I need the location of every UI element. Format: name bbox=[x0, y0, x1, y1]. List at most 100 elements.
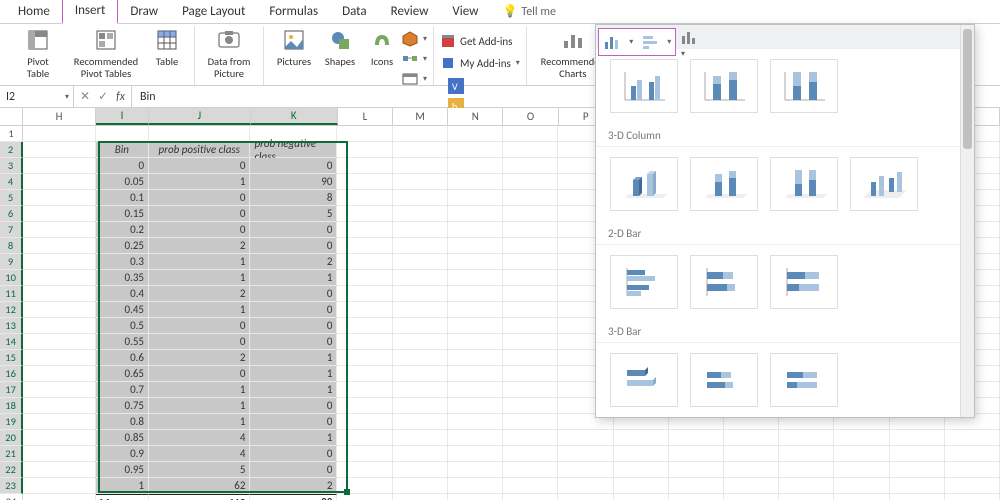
name-box[interactable]: I2 bbox=[0, 86, 74, 107]
cell-O18[interactable] bbox=[503, 398, 558, 414]
cell-M11[interactable] bbox=[393, 286, 448, 302]
cell-O20[interactable] bbox=[503, 430, 558, 446]
cell-J5[interactable]: 0 bbox=[149, 190, 250, 206]
cell-L16[interactable] bbox=[337, 366, 392, 382]
cell-L20[interactable] bbox=[337, 430, 392, 446]
cell-K17[interactable]: 1 bbox=[250, 382, 337, 398]
cell-K5[interactable]: 8 bbox=[250, 190, 337, 206]
cell-K4[interactable]: 90 bbox=[250, 174, 337, 190]
cell-L17[interactable] bbox=[337, 382, 392, 398]
cell-P24[interactable] bbox=[558, 494, 613, 500]
cell-H7[interactable] bbox=[23, 222, 96, 238]
cell-N4[interactable] bbox=[448, 174, 503, 190]
cell-P23[interactable] bbox=[558, 478, 613, 494]
row-header-18[interactable]: 18 bbox=[0, 398, 23, 414]
cell-M6[interactable] bbox=[393, 206, 448, 222]
row-header-19[interactable]: 19 bbox=[0, 414, 23, 430]
cell-L22[interactable] bbox=[337, 462, 392, 478]
cell-H19[interactable] bbox=[23, 414, 96, 430]
row-header-2[interactable]: 2 bbox=[0, 142, 23, 158]
tell-me[interactable]: 💡 Tell me bbox=[490, 0, 567, 23]
cell-H15[interactable] bbox=[23, 350, 96, 366]
cell-N20[interactable] bbox=[448, 430, 503, 446]
cell-M19[interactable] bbox=[393, 414, 448, 430]
cell-L15[interactable] bbox=[337, 350, 392, 366]
cell-K2[interactable]: prob negative class bbox=[250, 142, 337, 158]
cell-H5[interactable] bbox=[23, 190, 96, 206]
cell-K24[interactable]: 88 bbox=[250, 494, 337, 500]
cell-O3[interactable] bbox=[503, 158, 558, 174]
cell-M3[interactable] bbox=[393, 158, 448, 174]
pictures-button[interactable]: Pictures bbox=[270, 26, 318, 85]
cell-H11[interactable] bbox=[23, 286, 96, 302]
cell-I24[interactable]: More bbox=[96, 494, 149, 500]
cell-I12[interactable]: 0.45 bbox=[96, 302, 149, 318]
cell-L2[interactable] bbox=[337, 142, 392, 158]
cell-I6[interactable]: 0.15 bbox=[96, 206, 149, 222]
cell-I9[interactable]: 0.3 bbox=[96, 254, 149, 270]
tab-view[interactable]: View bbox=[440, 0, 490, 23]
cell-O23[interactable] bbox=[503, 478, 558, 494]
cell-K9[interactable]: 2 bbox=[250, 254, 337, 270]
cell-L18[interactable] bbox=[337, 398, 392, 414]
cell-J23[interactable]: 62 bbox=[149, 478, 250, 494]
cell-J13[interactable]: 0 bbox=[149, 318, 250, 334]
cell-H3[interactable] bbox=[23, 158, 96, 174]
cell-N10[interactable] bbox=[448, 270, 503, 286]
data-from-picture-button[interactable]: Data from Picture bbox=[201, 26, 257, 79]
clustered-3d-bar-thumb[interactable] bbox=[610, 353, 678, 407]
cell-H17[interactable] bbox=[23, 382, 96, 398]
cell-M4[interactable] bbox=[393, 174, 448, 190]
cell-L7[interactable] bbox=[337, 222, 392, 238]
row-header-17[interactable]: 17 bbox=[0, 382, 23, 398]
cell-K8[interactable]: 0 bbox=[250, 238, 337, 254]
cell-N9[interactable] bbox=[448, 254, 503, 270]
tab-review[interactable]: Review bbox=[379, 0, 441, 23]
cell-J12[interactable]: 1 bbox=[149, 302, 250, 318]
cell-O24[interactable] bbox=[503, 494, 558, 500]
cell-N24[interactable] bbox=[448, 494, 503, 500]
cell-J24[interactable]: 112 bbox=[149, 494, 250, 500]
column-chart-dropdown[interactable]: ▾ ▾ bbox=[598, 28, 676, 56]
cell-I17[interactable]: 0.7 bbox=[96, 382, 149, 398]
cell-I20[interactable]: 0.85 bbox=[96, 430, 149, 446]
cell-H8[interactable] bbox=[23, 238, 96, 254]
cell-M8[interactable] bbox=[393, 238, 448, 254]
get-addins-button[interactable]: Get Add-ins bbox=[440, 32, 520, 50]
cell-L19[interactable] bbox=[337, 414, 392, 430]
cell-M16[interactable] bbox=[393, 366, 448, 382]
cell-I2[interactable]: Bin bbox=[96, 142, 149, 158]
cell-N8[interactable] bbox=[448, 238, 503, 254]
cell-K14[interactable]: 0 bbox=[250, 334, 337, 350]
cell-L11[interactable] bbox=[337, 286, 392, 302]
smartart-button[interactable]: ▾ bbox=[402, 50, 427, 68]
row-header-21[interactable]: 21 bbox=[0, 446, 23, 462]
cell-H20[interactable] bbox=[23, 430, 96, 446]
cell-M15[interactable] bbox=[393, 350, 448, 366]
cell-N19[interactable] bbox=[448, 414, 503, 430]
cell-N18[interactable] bbox=[448, 398, 503, 414]
cell-O12[interactable] bbox=[503, 302, 558, 318]
tab-draw[interactable]: Draw bbox=[118, 0, 170, 23]
cell-I14[interactable]: 0.55 bbox=[96, 334, 149, 350]
row-header-5[interactable]: 5 bbox=[0, 190, 23, 206]
cell-I18[interactable]: 0.75 bbox=[96, 398, 149, 414]
icons-button[interactable]: Icons bbox=[362, 26, 402, 85]
cell-O2[interactable] bbox=[503, 142, 558, 158]
models-3d-button[interactable]: ▾ bbox=[402, 30, 427, 48]
cell-M5[interactable] bbox=[393, 190, 448, 206]
cell-H18[interactable] bbox=[23, 398, 96, 414]
cell-O14[interactable] bbox=[503, 334, 558, 350]
cell-N1[interactable] bbox=[448, 126, 503, 142]
cell-L8[interactable] bbox=[337, 238, 392, 254]
row-header-11[interactable]: 11 bbox=[0, 286, 23, 302]
accept-icon[interactable]: ✓ bbox=[98, 89, 108, 104]
row-header-7[interactable]: 7 bbox=[0, 222, 23, 238]
cell-K11[interactable]: 0 bbox=[250, 286, 337, 302]
cell-H12[interactable] bbox=[23, 302, 96, 318]
cell-N5[interactable] bbox=[448, 190, 503, 206]
cell-N16[interactable] bbox=[448, 366, 503, 382]
stacked-3d-bar-thumb[interactable] bbox=[690, 353, 758, 407]
cell-M21[interactable] bbox=[393, 446, 448, 462]
cell-I11[interactable]: 0.4 bbox=[96, 286, 149, 302]
